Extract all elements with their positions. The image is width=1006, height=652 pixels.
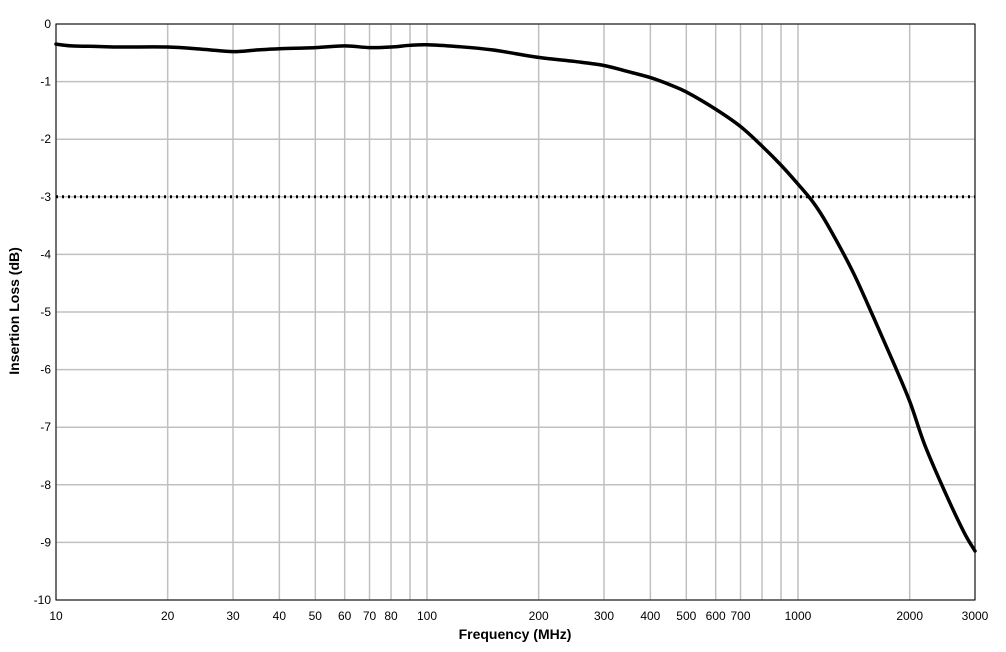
x-tick-label: 10 [49,609,63,623]
series-layer [54,42,977,553]
x-tick-label: 300 [594,609,614,623]
x-tick-label: 600 [706,609,726,623]
x-tick-label: 50 [309,609,323,623]
y-tick-label: -10 [34,593,52,607]
x-axis-title: Frequency (MHz) [459,626,572,642]
x-tick-labels: 10 20 30 40 50 60 70 80 100 200 300 400 500 600 700 100… [49,609,988,623]
x-tick-label: 2000 [896,609,923,623]
y-tick-label: -9 [40,535,51,549]
gridlines [55,23,976,601]
x-tick-label: 100 [417,609,437,623]
x-tick-label: 200 [529,609,549,623]
x-tick-label: 1000 [785,609,812,623]
y-tick-label: -8 [40,478,51,492]
y-tick-label: -3 [40,190,51,204]
x-tick-label: 80 [384,609,398,623]
x-tick-label: 20 [161,609,175,623]
y-tick-labels: 0 -1 -2 -3 -4 -5 -6 -7 -8 -9 -10 [34,17,52,607]
x-tick-label: 40 [273,609,287,623]
insertion-loss-series-line [54,42,977,553]
y-tick-label: -5 [40,305,51,319]
y-tick-label: -7 [40,420,51,434]
y-tick-label: -1 [40,75,51,89]
plot-frame [55,23,976,601]
y-tick-label: -6 [40,363,51,377]
x-tick-label: 400 [640,609,660,623]
y-tick-label: -4 [40,247,51,261]
x-tick-label: 500 [676,609,696,623]
x-tick-label: 60 [338,609,352,623]
y-axis-title: Insertion Loss (dB) [6,247,22,375]
y-tick-label: 0 [44,17,51,31]
x-tick-label: 700 [731,609,751,623]
x-tick-label: 70 [363,609,377,623]
y-tick-label: -2 [40,132,51,146]
x-tick-label: 3000 [962,609,989,623]
x-tick-label: 30 [226,609,240,623]
